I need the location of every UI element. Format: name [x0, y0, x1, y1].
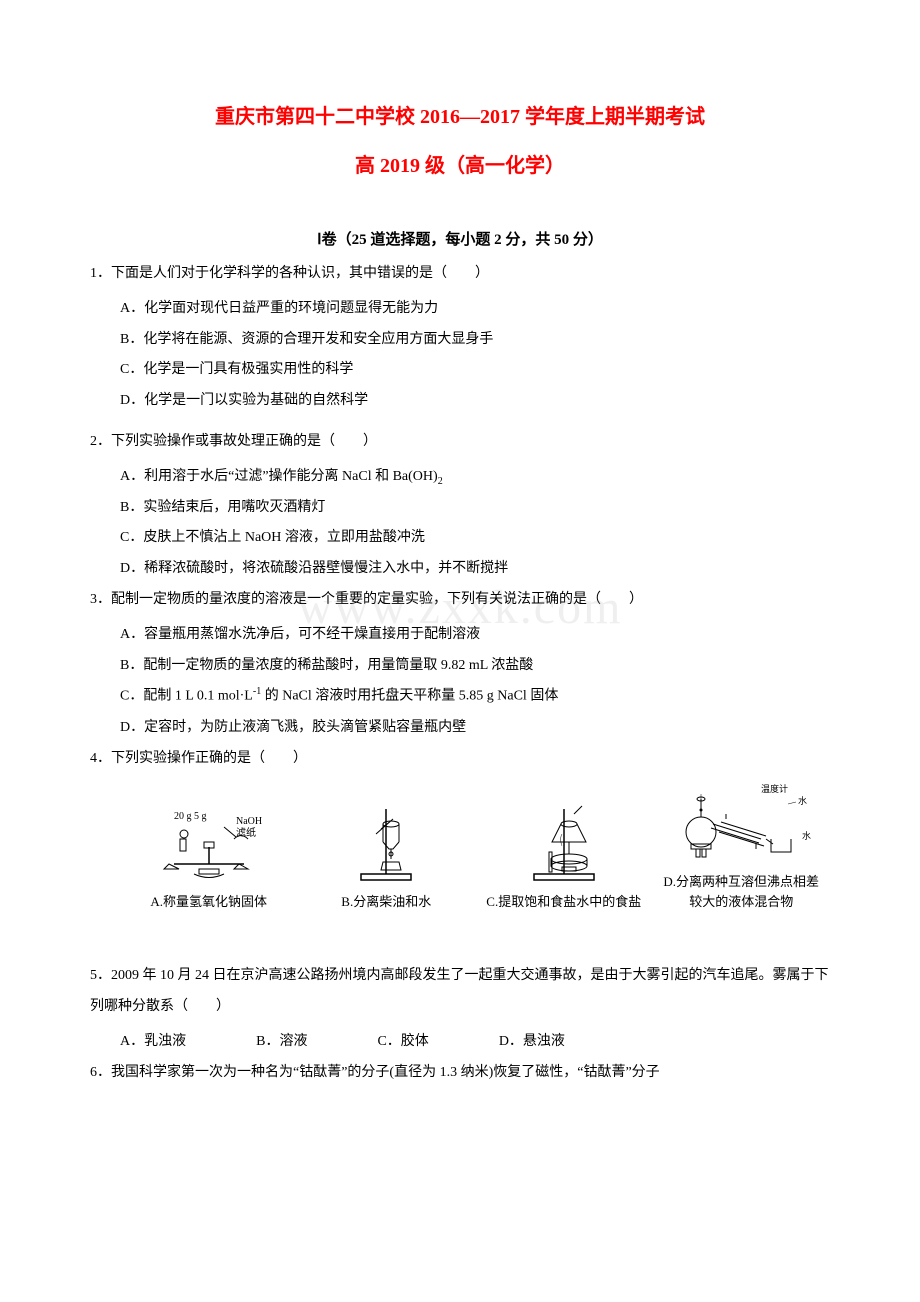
q4-item-a: 20 g 5 g NaOH 滤纸 A.称量氢氧化钠固体: [120, 804, 298, 912]
q3-option-c: C．配制 1 L 0.1 mol·L-1 的 NaCl 溶液时用托盘天平称量 5…: [120, 681, 830, 712]
q4-figure-b: [298, 804, 476, 884]
q1-stem: 1．下面是人们对于化学科学的各种认识，其中错误的是（ ）: [90, 259, 830, 290]
document-title: 重庆市第四十二中学校 2016—2017 学年度上期半期考试: [90, 100, 830, 129]
q1-option-d: D．化学是一门以实验为基础的自然科学: [120, 386, 830, 417]
q2-option-b: B．实验结束后，用嘴吹灭酒精灯: [120, 493, 830, 524]
q2-a-prefix: A．利用溶于水后“过滤”操作能分离 NaCl 和 Ba(OH): [120, 469, 438, 484]
q5-stem: 5．2009 年 10 月 24 日在京沪高速公路扬州境内高邮段发生了一起重大交…: [90, 961, 830, 1023]
q4-item-c: C.提取饱和食盐水中的食盐: [475, 804, 653, 912]
q5-options: A．乳浊液 B．溶液 C．胶体 D．悬浊液: [120, 1027, 830, 1058]
q2-option-c: C．皮肤上不慎沾上 NaOH 溶液，立即用盐酸冲洗: [120, 523, 830, 554]
q3-option-a: A．容量瓶用蒸馏水洗净后，可不经干燥直接用于配制溶液: [120, 620, 830, 651]
q3-option-b: B．配制一定物质的量浓度的稀盐酸时，用量筒量取 9.82 mL 浓盐酸: [120, 651, 830, 682]
document-subtitle: 高 2019 级（高一化学）: [90, 149, 830, 178]
q4-caption-c: C.提取饱和食盐水中的食盐: [475, 892, 653, 912]
q4-item-b: B.分离柴油和水: [298, 804, 476, 912]
q4a-weight-label: 20 g 5 g: [174, 811, 207, 822]
q3-c-sup: -1: [253, 686, 261, 697]
q3-option-d: D．定容时，为防止液滴飞溅，胶头滴管紧贴容量瓶内壁: [120, 713, 830, 744]
q4-figure-c: [475, 804, 653, 884]
q5-option-d: D．悬浊液: [499, 1034, 565, 1049]
q4a-naoh-label: NaOH: [236, 816, 262, 827]
q2-option-d: D．稀释浓硫酸时，将浓硫酸沿器壁慢慢注入水中，并不断搅拌: [120, 554, 830, 585]
q4-figure-d: 温度计 水 水: [653, 784, 831, 864]
section-label: Ⅰ卷（25 道选择题，每小题 2 分，共 50 分）: [90, 228, 830, 249]
q3-c-prefix: C．配制 1 L 0.1 mol·L: [120, 689, 253, 704]
q4-caption-a: A.称量氢氧化钠固体: [120, 892, 298, 912]
q4-stem: 4．下列实验操作正确的是（ ）: [90, 744, 830, 775]
q2-option-a: A．利用溶于水后“过滤”操作能分离 NaCl 和 Ba(OH)2: [120, 462, 830, 493]
q1-option-a: A．化学面对现代日益严重的环境问题显得无能为力: [120, 294, 830, 325]
q5-option-c: C．胶体: [377, 1034, 428, 1049]
q4-item-d: 温度计 水 水 D.分离两种互: [653, 784, 831, 911]
q2-stem: 2．下列实验操作或事故处理正确的是（ ）: [90, 427, 830, 458]
q4-caption-d: D.分离两种互溶但沸点相差 较大的液体混合物: [653, 872, 831, 911]
q1-option-c: C．化学是一门具有极强实用性的科学: [120, 355, 830, 386]
q3-stem: 3．配制一定物质的量浓度的溶液是一个重要的定量实验，下列有关说法正确的是（ ）: [90, 585, 830, 616]
q2-a-sub: 2: [438, 476, 443, 487]
q4d-water-label-1: 水: [798, 795, 807, 806]
q4-caption-b: B.分离柴油和水: [298, 892, 476, 912]
q3-c-suffix: 的 NaCl 溶液时用托盘天平称量 5.85 g NaCl 固体: [261, 689, 558, 704]
q6-stem: 6．我国科学家第一次为一种名为“钴酞菁”的分子(直径为 1.3 纳米)恢复了磁性…: [90, 1058, 830, 1089]
q4-figure-a: 20 g 5 g NaOH 滤纸: [120, 804, 298, 884]
q4d-thermo-label: 温度计: [761, 784, 788, 794]
q1-option-b: B．化学将在能源、资源的合理开发和安全应用方面大显身手: [120, 325, 830, 356]
q5-option-b: B．溶液: [256, 1034, 307, 1049]
q4-images-row: 20 g 5 g NaOH 滤纸 A.称量氢氧化钠固体: [120, 784, 830, 911]
q5-option-a: A．乳浊液: [120, 1034, 186, 1049]
q4d-water-label-2: 水: [802, 830, 811, 841]
